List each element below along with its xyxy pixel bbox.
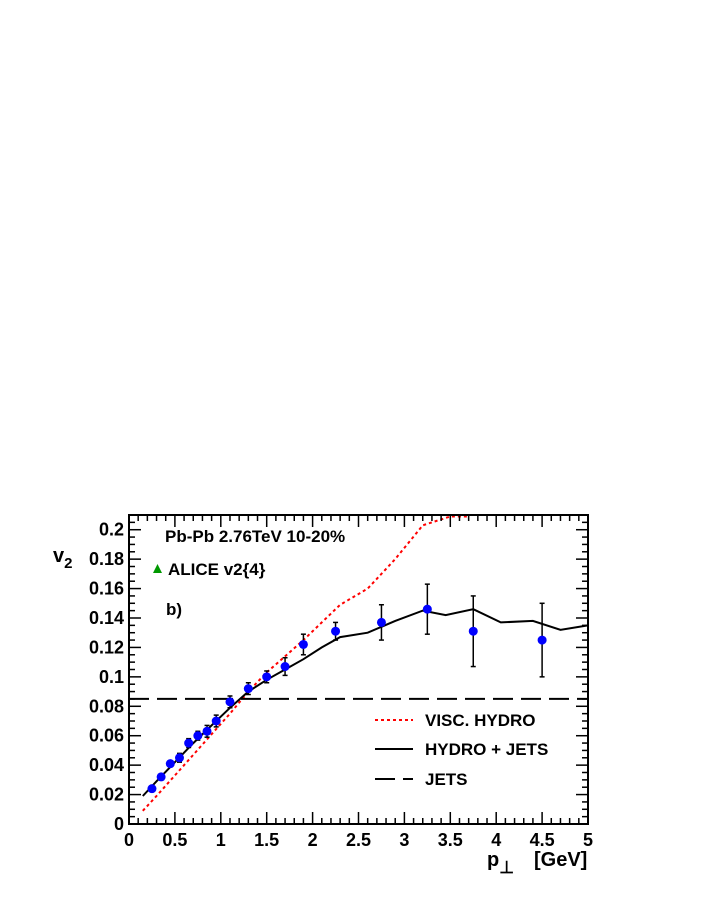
data-point — [376, 617, 386, 627]
data-point — [298, 639, 308, 649]
y-tick-label: 0.12 — [89, 637, 124, 657]
x-tick-label: 1.5 — [254, 830, 279, 850]
data-point — [193, 731, 203, 741]
x-axis-title: p⊥ — [487, 849, 514, 877]
data-point — [147, 784, 157, 794]
y-tick-label: 0.1 — [99, 667, 124, 687]
x-axis-unit: [GeV] — [534, 849, 587, 871]
x-tick-label: 4 — [491, 830, 501, 850]
x-tick-label: 0.5 — [162, 830, 187, 850]
x-axis-title-main: p — [487, 849, 499, 871]
x-tick-label: 3 — [399, 830, 409, 850]
y-tick-label: 0.08 — [89, 696, 124, 716]
y-tick-label: 0.2 — [99, 520, 124, 540]
data-point — [280, 662, 290, 672]
data-point — [537, 635, 547, 645]
data-point — [243, 684, 253, 694]
x-tick-label: 3.5 — [438, 830, 463, 850]
y-tick-label: 0.14 — [89, 608, 124, 628]
y-axis-title-main: v — [53, 545, 65, 567]
curve-hydro-jets — [142, 608, 588, 797]
y-tick-label: 0.18 — [89, 549, 124, 569]
y-tick-label: 0.04 — [89, 755, 124, 775]
legend-hydro-jets-label: HYDRO + JETS — [425, 740, 548, 759]
chart-title: Pb-Pb 2.76TeV 10-20% — [165, 527, 345, 546]
tick-label-layer: 0 0.5 1 1.5 2 2.5 3 3.5 4 4.5 5 0 0.02 0.04 0.06 0.08 0.… — [89, 520, 593, 850]
y-tick-label: 0.02 — [89, 785, 124, 805]
data-point — [165, 759, 175, 769]
x-tick-label: 0 — [124, 830, 134, 850]
x-tick-label: 1 — [216, 830, 226, 850]
y-tick-label: 0 — [114, 814, 124, 834]
alice-triangle-icon — [153, 564, 162, 573]
y-axis-title-sub: 2 — [64, 555, 72, 572]
data-point — [262, 672, 272, 682]
data-point — [174, 753, 184, 763]
data-point — [202, 726, 212, 736]
data-point — [468, 626, 478, 636]
legend-jets-label: JETS — [425, 770, 468, 789]
x-tick-label: 2 — [308, 830, 318, 850]
data-point — [331, 626, 341, 636]
x-tick-label: 2.5 — [346, 830, 371, 850]
legend-visc-hydro-label: VISC. HYDRO — [425, 711, 536, 730]
y-axis-title: v2 — [53, 545, 72, 572]
alice-legend-label: ALICE v2{4} — [168, 560, 266, 579]
data-point — [156, 772, 166, 782]
x-tick-label: 4.5 — [530, 830, 555, 850]
y-tick-label: 0.16 — [89, 579, 124, 599]
x-axis-title-sub: ⊥ — [499, 858, 514, 877]
y-tick-label: 0.06 — [89, 726, 124, 746]
data-point — [422, 604, 432, 614]
curve-visc-hydro — [142, 515, 469, 812]
data-point — [225, 697, 235, 707]
panel-label: b) — [166, 600, 182, 619]
tick-layer — [128, 514, 589, 825]
data-point — [184, 738, 194, 748]
data-point-layer — [147, 583, 547, 794]
x-tick-label: 5 — [583, 830, 593, 850]
data-point — [211, 716, 221, 726]
